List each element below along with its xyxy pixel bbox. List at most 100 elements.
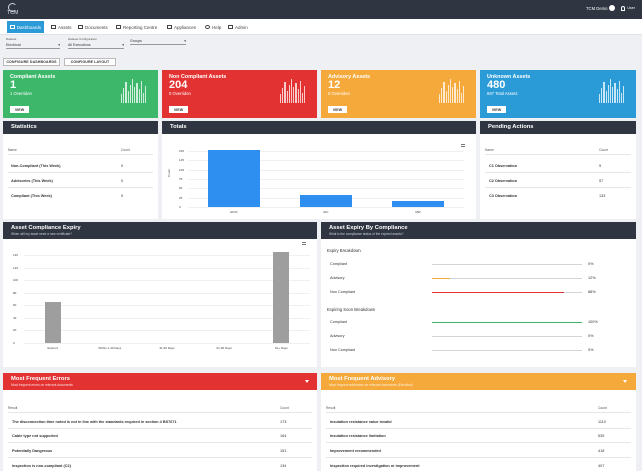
breakdown-label: Non Compliant	[330, 348, 356, 352]
statistics-title: Statistics	[3, 121, 158, 134]
expiring-soon-title: Expiring Soon Breakdown	[327, 307, 376, 312]
frequent-errors-card: Most Frequent Errors Most frequent error…	[3, 373, 317, 471]
expiry-title: Asset Compliance Expiry	[11, 225, 81, 231]
nav-dashboards[interactable]: Dashboards	[7, 21, 44, 33]
table-row: Cable type not supported	[12, 434, 58, 438]
filter-icon[interactable]	[305, 380, 309, 383]
totals-card: Totals Count 0 25 50 75 100 125 150 EICR EIC MW	[162, 121, 476, 219]
admin-icon	[228, 25, 233, 29]
advisory-view-button[interactable]: VIEW	[328, 106, 347, 113]
help-icon	[205, 25, 210, 29]
chevron-down-icon: ▾	[58, 43, 60, 47]
breakdown-row: Compliant 100%	[330, 320, 630, 326]
gridline	[24, 343, 310, 344]
table-row: C3 Observation	[489, 194, 518, 198]
y-tick-label: 100	[179, 167, 185, 172]
chevron-down-icon: ▾	[122, 43, 124, 47]
compliant-assets-tile: Compliant Assets 1 1 Overriden VIEW	[3, 70, 158, 118]
breakdown-row: Compliant 0%	[330, 262, 630, 268]
breakdown-row: Advisory 0%	[330, 334, 630, 340]
nav-assets[interactable]: Assets	[48, 21, 75, 33]
dashboard-icon	[10, 25, 15, 29]
nav-reporting-centre[interactable]: Reporting Centre	[113, 21, 160, 33]
x-tick-label: MW	[415, 210, 421, 214]
table-row: C2 Observation	[489, 179, 518, 183]
top-bar: TCM TCM Demo User	[0, 0, 642, 19]
y-tick-label: 140	[13, 253, 19, 257]
main-nav: Dashboards Assets Documents Reporting Ce…	[0, 19, 642, 35]
table-row: The disconnection time noted is not in l…	[12, 420, 177, 424]
gridline	[188, 151, 464, 152]
progress-track	[432, 322, 582, 323]
unknown-view-button[interactable]: VIEW	[487, 106, 506, 113]
table-row: Non-Compliant (This Week)	[11, 164, 61, 168]
totals-bar	[391, 200, 445, 207]
dataset-filter[interactable]: Dataset Electrical ▾	[6, 37, 60, 49]
chart-menu-icon[interactable]	[302, 242, 306, 245]
breakdown-label: Compliant	[330, 262, 348, 266]
x-tick-label: Within 1-30 Days	[98, 346, 122, 350]
table-row: Inspection is non-compliant (C2)	[12, 464, 71, 468]
chevron-down-icon: ▾	[184, 39, 186, 43]
compliance-expiry-card: Asset Compliance Expiry When will my ass…	[3, 222, 317, 367]
progress-fill	[432, 278, 450, 279]
errors-subtitle: Most frequent errors on relevant documen…	[11, 383, 73, 387]
breakdown-percent: 0%	[588, 262, 594, 266]
non-compliant-assets-tile: Non Compliant Assets 204 0 Overriden VIE…	[162, 70, 317, 118]
expiry-subtitle: When will my asset need a new certificat…	[11, 232, 72, 236]
y-tick-label: 80	[13, 290, 17, 295]
tcm-logo[interactable]: TCM	[7, 3, 21, 16]
y-tick-label: 0	[179, 205, 181, 209]
notification-bell-icon[interactable]	[621, 5, 626, 11]
y-tick-label: 120	[13, 265, 19, 270]
y-tick-label: 150	[179, 149, 185, 153]
nav-help[interactable]: Help	[202, 21, 224, 33]
configuration-filter[interactable]: Dataset Configuration All Executions ▾	[68, 37, 124, 49]
breakdown-percent: 100%	[588, 320, 598, 324]
totals-title: Totals	[162, 121, 476, 134]
nav-appliances[interactable]: Appliances	[164, 21, 199, 33]
sparkline-icon	[280, 78, 310, 103]
y-tick-label: 50	[179, 186, 183, 191]
gridline	[188, 207, 464, 208]
gridline	[24, 292, 310, 294]
user-name: TCM Demo	[586, 5, 608, 11]
pending-actions-card: Pending Actions Name Count C1 Observatio…	[480, 121, 636, 219]
unknown-assets-tile: Unknown Assets 480 697 Total Assets VIEW	[480, 70, 636, 118]
nav-admin[interactable]: Admin	[225, 21, 251, 33]
advisory-subtitle: Most frequent advisories on relevant doc…	[329, 383, 413, 387]
progress-fill	[432, 292, 564, 293]
groups-filter[interactable]: Groups ▾	[130, 39, 186, 45]
breakdown-label: Compliant	[330, 320, 348, 324]
chart-menu-icon[interactable]	[461, 144, 465, 147]
assets-icon	[51, 25, 56, 29]
breakdown-percent: 0%	[588, 348, 594, 352]
breakdown-percent: 12%	[588, 276, 596, 280]
statistics-card: Statistics Name Count Non-Compliant (Thi…	[3, 121, 158, 219]
y-tick-label: 100	[13, 278, 19, 283]
gridline	[24, 317, 310, 319]
x-tick-label: Expired	[47, 346, 58, 350]
sparkline-icon	[599, 78, 629, 103]
table-row: Inspection required investigation or imp…	[330, 464, 420, 468]
gridline	[188, 160, 464, 161]
appliances-icon	[167, 25, 172, 29]
user-menu[interactable]: TCM Demo User	[586, 5, 635, 11]
x-tick-label: 91+ Days	[275, 346, 288, 350]
non-compliant-view-button[interactable]: VIEW	[169, 106, 188, 113]
configure-dashboards-button[interactable]: CONFIGURE DASHBOARDS	[3, 58, 60, 66]
progress-fill	[432, 322, 582, 323]
documents-icon	[78, 25, 83, 29]
x-tick-label: 61-90 Days	[216, 346, 232, 350]
y-tick-label: 75	[179, 177, 183, 181]
totals-chart: 0 25 50 75 100 125 150 EICR EIC MW	[162, 121, 476, 219]
nav-documents[interactable]: Documents	[75, 21, 111, 33]
filter-icon[interactable]	[623, 380, 627, 383]
by-compliance-title: Asset Expiry By Compliance	[329, 225, 408, 231]
progress-track	[432, 336, 582, 337]
compliant-view-button[interactable]: VIEW	[10, 106, 29, 113]
table-row: Advisories (This Week)	[11, 179, 53, 183]
configure-layout-button[interactable]: CONFIGURE LAYOUT	[64, 58, 116, 66]
x-tick-label: EICR	[230, 210, 238, 214]
gridline	[24, 267, 310, 269]
